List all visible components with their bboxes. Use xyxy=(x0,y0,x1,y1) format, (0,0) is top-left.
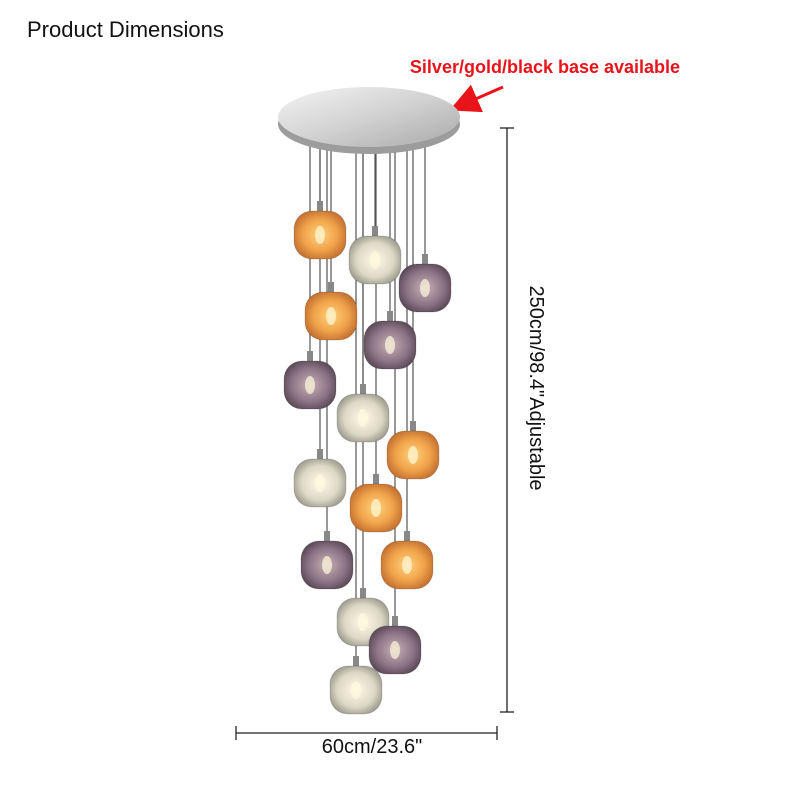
socket xyxy=(317,449,323,461)
socket xyxy=(373,474,379,486)
bulb xyxy=(305,376,315,394)
bulb xyxy=(326,307,336,325)
bulb xyxy=(315,474,325,492)
socket xyxy=(353,656,359,668)
lamps xyxy=(283,201,452,715)
bulb xyxy=(371,499,381,517)
width-dimension xyxy=(235,726,498,740)
width-label: 60cm/23.6" xyxy=(322,736,423,758)
bulb xyxy=(420,279,430,297)
bulb xyxy=(390,641,400,659)
socket xyxy=(387,311,393,323)
socket xyxy=(372,226,378,238)
height-dimension xyxy=(500,127,514,713)
canopy xyxy=(278,87,460,147)
socket xyxy=(410,421,416,433)
base-note: Silver/gold/black base available xyxy=(410,57,680,77)
title: Product Dimensions xyxy=(27,17,224,42)
bulb xyxy=(358,409,368,427)
bulb xyxy=(370,251,380,269)
bulb xyxy=(315,226,325,244)
socket xyxy=(317,201,323,213)
socket xyxy=(324,531,330,543)
socket xyxy=(360,588,366,600)
socket xyxy=(307,351,313,363)
socket xyxy=(360,384,366,396)
bulb xyxy=(322,556,332,574)
bulb xyxy=(358,613,368,631)
bulb xyxy=(408,446,418,464)
note-arrow xyxy=(449,84,504,113)
socket xyxy=(328,282,334,294)
bulb xyxy=(402,556,412,574)
bulb xyxy=(385,336,395,354)
bulb xyxy=(351,681,361,699)
socket xyxy=(404,531,410,543)
socket xyxy=(392,616,398,628)
height-label: 250cm/98.4"Adjustable xyxy=(525,285,547,490)
socket xyxy=(422,254,428,266)
